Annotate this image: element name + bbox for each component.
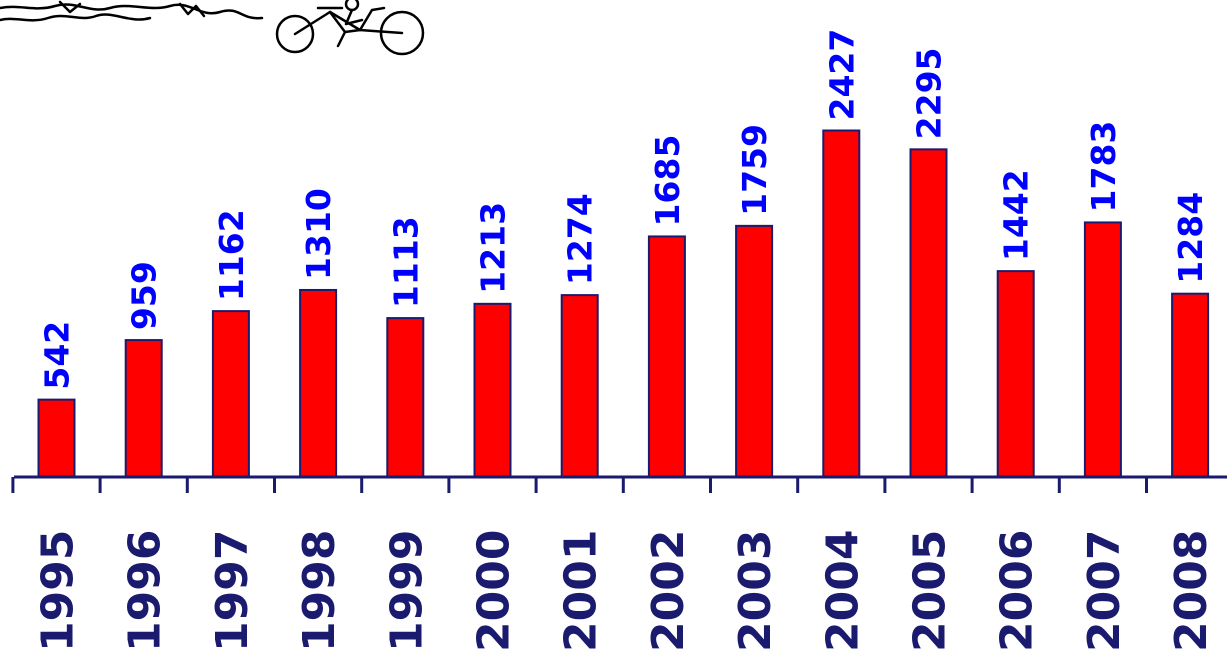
x-tick-label-1997: 1997 [207,530,258,652]
x-axis [11,475,1227,493]
value-label-1997: 1162 [212,209,251,301]
x-tick-label-1999: 1999 [381,530,432,652]
bar-1997 [211,310,250,478]
value-label-2000: 1213 [474,202,513,294]
value-labels-layer: 542 959 1162 1310 1113 1213 1274 1685 1759 2427 22… [38,29,1211,390]
x-tick-label-2008: 2008 [1166,530,1217,652]
bar-1998 [299,288,338,478]
value-label-1995: 542 [38,321,77,390]
bar-2008 [1171,292,1210,478]
bar-2002 [647,235,686,478]
x-tick-labels: 1995 1996 1997 1998 1999 2000 2001 2002 2003 2004… [33,530,1218,652]
x-tick-label-1995: 1995 [33,530,84,652]
x-tick-label-1998: 1998 [294,530,345,652]
bar-1999 [386,317,425,478]
bar-2000 [473,302,512,478]
value-label-2005: 2295 [910,47,949,139]
bar-2003 [735,224,774,478]
bar-1995 [37,398,76,479]
bar-2006 [996,270,1035,478]
value-label-2001: 1274 [561,193,600,285]
value-label-2003: 1759 [735,124,774,216]
bar-2001 [560,294,599,478]
value-label-2004: 2427 [822,29,861,121]
value-label-2008: 1284 [1171,192,1210,284]
x-tick-label-2002: 2002 [643,530,694,652]
value-label-2007: 1783 [1084,121,1123,213]
bar-2005 [909,148,948,478]
value-label-1999: 1113 [386,216,425,308]
value-label-1996: 959 [125,261,164,330]
bar-1996 [124,339,163,479]
bar-2004 [822,129,861,478]
bars-layer [37,129,1210,479]
x-tick-label-2004: 2004 [817,530,868,652]
value-label-2006: 1442 [997,169,1036,261]
bar-2007 [1083,221,1122,478]
x-tick-label-2001: 2001 [556,530,607,652]
x-tick-label-2007: 2007 [1079,530,1130,652]
x-tick-label-2005: 2005 [905,530,956,652]
x-tick-label-1996: 1996 [120,530,171,652]
x-tick-label-2000: 2000 [469,530,520,652]
value-label-1998: 1310 [299,188,338,280]
x-tick-label-2006: 2006 [992,530,1043,652]
cyclist-drawing-icon [0,0,425,56]
x-tick-label-2003: 2003 [730,530,781,652]
value-label-2002: 1685 [648,135,687,227]
